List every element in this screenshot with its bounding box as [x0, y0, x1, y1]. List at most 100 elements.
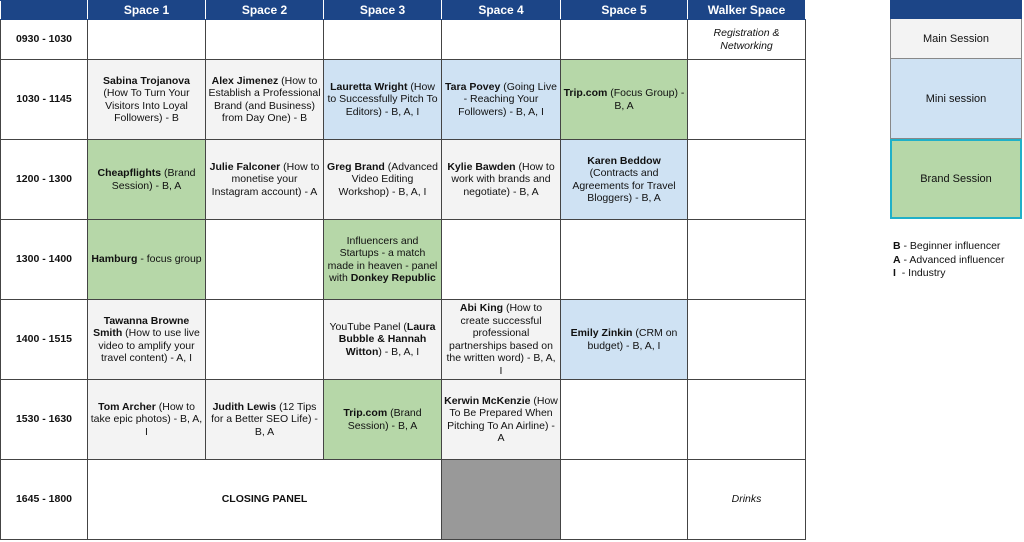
session-speaker: Karen Beddow	[587, 154, 661, 167]
session-detail: (Contracts and Agreements for Travel Blo…	[572, 167, 676, 204]
column-header-space-1: Space 1	[87, 0, 206, 20]
session-cell: Julie Falconer (How to monetise your Ins…	[205, 139, 324, 220]
schedule-table: Space 1 Space 2 Space 3 Space 4 Space 5 …	[0, 0, 806, 540]
session-detail: YouTube Panel (	[329, 320, 407, 333]
key-label: - Advanced influencer	[900, 253, 1005, 266]
header-row: Space 1 Space 2 Space 3 Space 4 Space 5 …	[0, 0, 806, 20]
session-cell: Emily Zinkin (CRM on budget) - B, A, I	[560, 299, 688, 380]
empty-cell	[441, 219, 561, 300]
session-cell: Alex Jimenez (How to Establish a Profess…	[205, 59, 324, 140]
session-speaker: Kylie Bawden	[447, 160, 516, 173]
empty-cell	[560, 19, 688, 60]
session-speaker: Kerwin McKenzie	[444, 394, 531, 407]
key-code: I	[893, 267, 896, 279]
time-slot-label: 1400 - 1515	[0, 299, 88, 380]
session-cell: Abi King (How to create successful profe…	[441, 299, 561, 380]
column-header-space-4: Space 4	[441, 0, 561, 20]
session-speaker: Trip.com	[343, 407, 388, 419]
time-slot-row: 1400 - 1515 Tawanna Browne Smith (How to …	[0, 299, 806, 380]
session-speaker: Tom Archer	[98, 400, 156, 413]
key-item-industry: I - Industry	[893, 267, 1005, 281]
session-detail: (Focus Group) - B, A	[607, 87, 685, 112]
session-speaker: Donkey Republic	[350, 272, 436, 284]
session-detail: Drinks	[731, 493, 762, 506]
session-cell: Tawanna Browne Smith (How to use live vi…	[87, 299, 206, 380]
empty-cell	[441, 19, 561, 60]
empty-cell	[687, 139, 806, 220]
column-header-space-2: Space 2	[205, 0, 324, 20]
time-slot-label: 1645 - 1800	[0, 459, 88, 540]
session-cell: Kerwin McKenzie (How To Be Prepared When…	[441, 379, 561, 460]
empty-cell	[687, 379, 806, 460]
session-detail: (How to take epic photos) - B, A, I	[90, 400, 203, 438]
key-label: - Industry	[895, 267, 946, 279]
session-detail: (How To Turn Your Visitors Into Loyal Fo…	[103, 87, 190, 124]
empty-cell	[560, 459, 688, 540]
session-detail: (12 Tips for a Better SEO Life) - B, A	[211, 400, 318, 438]
session-cell: CLOSING PANEL	[87, 459, 442, 540]
key-code: A	[893, 253, 901, 266]
session-speaker: Tawanna Browne Smith	[93, 314, 190, 340]
session-speaker: Laura Bubble & Hannah Witton	[338, 320, 436, 358]
session-detail: (CRM on budget) - B, A, I	[587, 327, 678, 352]
session-detail: (How to Establish a Professional Brand (…	[208, 74, 321, 125]
empty-cell	[323, 19, 442, 60]
legend-header	[890, 0, 1022, 19]
time-slot-label: 0930 - 1030	[0, 19, 88, 60]
session-cell: Trip.com (Brand Session) - B, A	[323, 379, 442, 460]
legend-mini-session: Mini session	[890, 59, 1022, 139]
empty-cell	[87, 19, 206, 60]
session-detail: (How to monetise your Instagram account)…	[211, 160, 320, 198]
session-detail: (How to create successful professional p…	[446, 302, 556, 377]
session-speaker: Abi King	[459, 302, 504, 314]
blocked-cell	[441, 459, 561, 540]
key-item-advanced: A - Advanced influencer	[893, 254, 1005, 268]
session-cell: Lauretta Wright (How to Successfully Pit…	[323, 59, 442, 140]
empty-cell	[205, 19, 324, 60]
session-speaker: Tara Povey	[445, 80, 501, 93]
session-detail: (How to use live video to amplify your t…	[98, 327, 200, 364]
session-detail: Influencers and Startups - a match made …	[327, 234, 438, 285]
session-detail: (Advanced Video Editing Workshop) - B, A…	[338, 160, 438, 198]
time-slot-label: 1300 - 1400	[0, 219, 88, 300]
column-header-space-3: Space 3	[323, 0, 442, 20]
audience-key: B - Beginner influencer A - Advanced inf…	[893, 240, 1005, 281]
session-cell: Influencers and Startups - a match made …	[323, 219, 442, 300]
session-detail: Registration & Networking	[713, 27, 780, 52]
session-detail: (How to Successfully Pitch To Editors) -…	[327, 80, 438, 118]
time-slot-label: 1530 - 1630	[0, 379, 88, 460]
session-cell: Tom Archer (How to take epic photos) - B…	[87, 379, 206, 460]
time-slot-row: 0930 - 1030 Registration & Networking	[0, 19, 806, 60]
session-cell: YouTube Panel (Laura Bubble & Hannah Wit…	[323, 299, 442, 380]
session-speaker: Emily Zinkin	[570, 327, 633, 339]
session-speaker: Greg Brand	[327, 160, 385, 173]
session-speaker: Hamburg	[91, 253, 138, 266]
empty-cell	[560, 219, 688, 300]
key-code: B	[893, 240, 901, 252]
session-detail: (Going Live - Reaching Your Followers) -…	[458, 80, 557, 118]
session-cell: Karen Beddow (Contracts and Agreements f…	[560, 139, 688, 220]
session-cell: Kylie Bawden (How to work with brands an…	[441, 139, 561, 220]
session-speaker: Judith Lewis	[212, 400, 277, 413]
session-cell: Hamburg - focus group	[87, 219, 206, 300]
empty-cell	[560, 379, 688, 460]
corner-header	[0, 0, 88, 20]
session-speaker: Sabina Trojanova	[103, 74, 190, 87]
session-detail: - focus group	[137, 253, 202, 266]
session-detail: (Brand Session) - B, A	[111, 167, 196, 192]
time-slot-row: 1645 - 1800 CLOSING PANEL Drinks	[0, 459, 806, 540]
key-label: - Beginner influencer	[900, 240, 1001, 252]
session-speaker: Lauretta Wright	[330, 80, 408, 93]
time-slot-row: 1030 - 1145 Sabina Trojanova (How To Turn…	[0, 59, 806, 140]
empty-cell	[687, 219, 806, 300]
time-slot-row: 1200 - 1300 Cheapflights (Brand Session) …	[0, 139, 806, 220]
session-detail: (Brand Session) - B, A	[347, 407, 422, 432]
time-slot-label: 1200 - 1300	[0, 139, 88, 220]
session-cell: Greg Brand (Advanced Video Editing Works…	[323, 139, 442, 220]
session-cell: Cheapflights (Brand Session) - B, A	[87, 139, 206, 220]
session-cell: Tara Povey (Going Live - Reaching Your F…	[441, 59, 561, 140]
time-slot-label: 1030 - 1145	[0, 59, 88, 140]
column-header-space-5: Space 5	[560, 0, 688, 20]
session-speaker: Trip.com	[563, 87, 608, 99]
session-cell: Registration & Networking	[687, 19, 806, 60]
